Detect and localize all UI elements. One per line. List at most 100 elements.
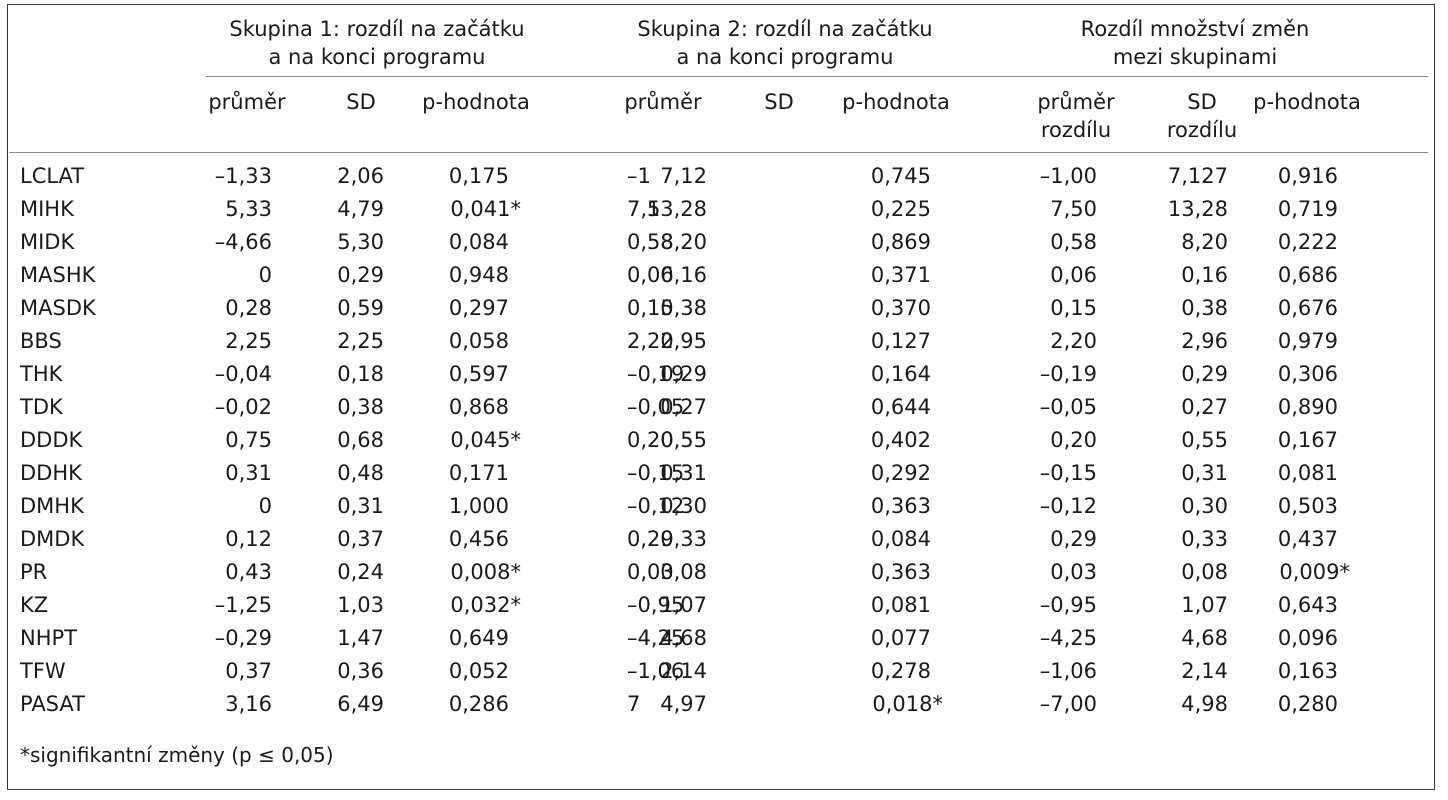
table-cell: 1,47 (337, 626, 384, 650)
table-cell: 3,16 (225, 692, 272, 716)
table-cell: 0,43 (225, 560, 272, 584)
row-label: NHPT (20, 626, 77, 650)
table-frame (7, 4, 1435, 790)
table-cell: –0,12 (1039, 494, 1097, 518)
column-header-9: p-hodnota (1253, 90, 1361, 114)
table-cell: 0,55 (660, 428, 707, 452)
table-cell: 0 (258, 263, 272, 287)
table-cell: 0,33 (660, 527, 707, 551)
table-cell: 0,278 (870, 659, 931, 683)
column-header-8-line2: rozdílu (1166, 118, 1238, 142)
group-header-3-line2: mezi skupinami (1112, 45, 1278, 69)
table-cell: 0,48 (337, 461, 384, 485)
table-cell: 8,20 (660, 230, 707, 254)
row-label: TDK (20, 395, 63, 419)
table-cell: 0,363 (870, 494, 931, 518)
table-cell: 0,38 (660, 296, 707, 320)
table-cell: 0,20 (1050, 428, 1097, 452)
table-cell: 7,12 (660, 164, 707, 188)
table-cell: 4,79 (337, 197, 384, 221)
table-cell: 0,018* (872, 692, 943, 716)
table-cell: 0,676 (1277, 296, 1338, 320)
table-cell: 0,371 (870, 263, 931, 287)
table-cell: 0,127 (870, 329, 931, 353)
table-cell: –0,04 (214, 362, 272, 386)
table-cell: 2,25 (337, 329, 384, 353)
table-cell: 0,58 (1050, 230, 1097, 254)
table-cell: 0,163 (1277, 659, 1338, 683)
row-label: DMHK (20, 494, 84, 518)
table-cell: 0,032* (450, 593, 521, 617)
table-cell: 0,38 (1181, 296, 1228, 320)
table-cell: 0,503 (1277, 494, 1338, 518)
table-cell: 4,68 (1181, 626, 1228, 650)
table-cell: 2,14 (660, 659, 707, 683)
table-cell: 0,03 (627, 560, 674, 584)
table-cell: 0,916 (1277, 164, 1338, 188)
table-cell: 0,38 (337, 395, 384, 419)
table-cell: –4,66 (214, 230, 272, 254)
table-cell: 0,175 (448, 164, 509, 188)
table-cell: 0,363 (870, 560, 931, 584)
column-header-8: SD (1187, 90, 1217, 114)
table-cell: 0,33 (1181, 527, 1228, 551)
table-cell: 0,31 (225, 461, 272, 485)
table-cell: 13,28 (1167, 197, 1228, 221)
row-label: KZ (20, 593, 49, 617)
table-cell: 0,16 (1181, 263, 1228, 287)
table-cell: 6,49 (337, 692, 384, 716)
table-cell: 0,890 (1277, 395, 1338, 419)
header-rule (206, 76, 1428, 77)
table-cell: 0,008* (450, 560, 521, 584)
table-cell: 2,25 (225, 329, 272, 353)
table-cell: 0,286 (448, 692, 509, 716)
table-cell: –1,00 (1039, 164, 1097, 188)
table-cell: –0,95 (627, 593, 685, 617)
table-cell: –0,02 (214, 395, 272, 419)
row-label: THK (20, 362, 63, 386)
table-cell: 0,643 (1277, 593, 1338, 617)
table-cell: –1 (627, 164, 651, 188)
table-cell: –1,25 (214, 593, 272, 617)
table-cell: 1,000 (448, 494, 509, 518)
table-cell: 0,948 (448, 263, 509, 287)
table-cell: 2,20 (627, 329, 674, 353)
table-cell: 0,12 (225, 527, 272, 551)
table-cell: –1,06 (1039, 659, 1097, 683)
table-cell: 0,20 (627, 428, 674, 452)
table-cell: 0,009* (1279, 560, 1350, 584)
table-cell: –0,12 (627, 494, 685, 518)
table-cell: 0,29 (337, 263, 384, 287)
table-cell: 0,041* (450, 197, 521, 221)
table-cell: 0,31 (1181, 461, 1228, 485)
table-cell: 0,30 (660, 494, 707, 518)
table-cell: 0,171 (448, 461, 509, 485)
group-header-2-line2: a na konci programu (676, 45, 894, 69)
table-cell: 0,745 (870, 164, 931, 188)
group-header-1-line1: Skupina 1: rozdíl na začátku (229, 17, 525, 41)
table-cell: –0,05 (1039, 395, 1097, 419)
table-cell: –0,29 (214, 626, 272, 650)
row-label: MASHK (20, 263, 96, 287)
table-cell: –0,19 (1039, 362, 1097, 386)
table-cell: –4,25 (1039, 626, 1097, 650)
table-cell: 0,402 (870, 428, 931, 452)
table-cell: 0,27 (660, 395, 707, 419)
table-cell: 0,869 (870, 230, 931, 254)
table-cell: 0,058 (448, 329, 509, 353)
table-cell: 2,14 (1181, 659, 1228, 683)
table-cell: 0,30 (1181, 494, 1228, 518)
table-cell: 7 (627, 692, 641, 716)
table-cell: 0,597 (448, 362, 509, 386)
row-label: DMDK (20, 527, 85, 551)
group-header-1-line2: a na konci programu (268, 45, 486, 69)
row-label: DDHK (20, 461, 82, 485)
table-cell: –4,25 (627, 626, 685, 650)
table-cell: 0,24 (337, 560, 384, 584)
row-label: LCLAT (20, 164, 85, 188)
table-cell: 0,979 (1277, 329, 1338, 353)
table-cell: 0,084 (448, 230, 509, 254)
group-header-2-line1: Skupina 2: rozdíl na začátku (637, 17, 933, 41)
row-label: BBS (20, 329, 62, 353)
table-cell: 0,55 (1181, 428, 1228, 452)
